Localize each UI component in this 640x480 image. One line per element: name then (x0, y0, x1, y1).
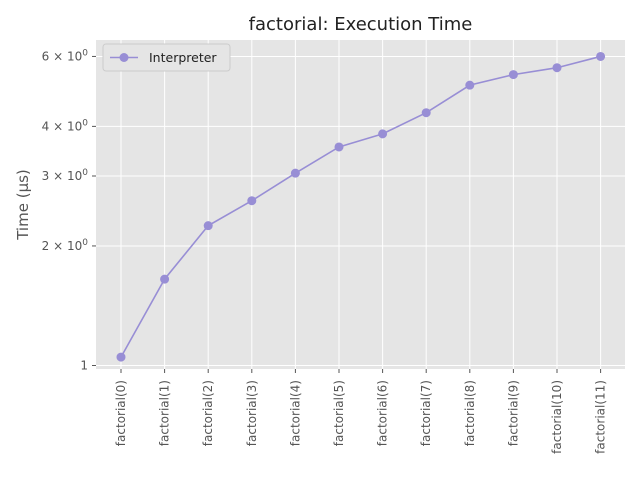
x-tick-label: factorial(8) (463, 380, 477, 446)
data-point (160, 274, 170, 284)
legend: Interpreter (102, 43, 231, 72)
data-point (290, 168, 300, 178)
y-axis-ticks: 1 2 × 100 3 × 100 4 × 100 6 × 100 (42, 48, 96, 373)
data-point (247, 196, 257, 206)
y-tick-label: 3 × 100 (42, 168, 89, 183)
x-tick-label: factorial(11) (594, 380, 608, 454)
y-tick-label: 6 × 100 (42, 48, 89, 63)
series-layer (116, 51, 606, 362)
data-point (552, 63, 562, 73)
data-point (203, 221, 213, 231)
x-tick-label: factorial(0) (114, 380, 128, 446)
x-tick-label: factorial(9) (506, 380, 520, 446)
gridlines (96, 40, 625, 369)
series-line (120, 55, 601, 358)
x-tick-label: factorial(5) (332, 380, 346, 446)
y-tick-label: 4 × 100 (42, 118, 89, 133)
y-tick-label: 2 × 100 (42, 238, 89, 253)
x-tick-label: factorial(1) (158, 380, 172, 446)
x-tick-label: factorial(3) (245, 380, 259, 446)
chart-title: factorial: Execution Time (249, 14, 473, 35)
x-tick-label: factorial(6) (376, 380, 390, 446)
x-tick-label: factorial(4) (288, 380, 302, 446)
plot-area (96, 40, 625, 369)
x-tick-label: factorial(10) (550, 380, 564, 454)
x-axis-ticks: factorial(0) factorial(1) factorial(2) fact… (114, 369, 608, 454)
data-point (378, 129, 388, 139)
x-tick-label: factorial(7) (419, 380, 433, 446)
data-point (334, 142, 344, 152)
y-tick-label: 1 (80, 359, 88, 373)
x-tick-label: factorial(2) (201, 380, 215, 446)
data-point (596, 51, 606, 61)
data-point (116, 352, 126, 362)
y-axis-label: Time (µs) (14, 169, 32, 241)
legend-marker-swatch (119, 53, 129, 62)
legend-label: Interpreter (149, 50, 217, 65)
data-point (465, 80, 475, 90)
data-point (421, 108, 431, 118)
data-point (508, 70, 518, 80)
legend-box (102, 43, 231, 72)
